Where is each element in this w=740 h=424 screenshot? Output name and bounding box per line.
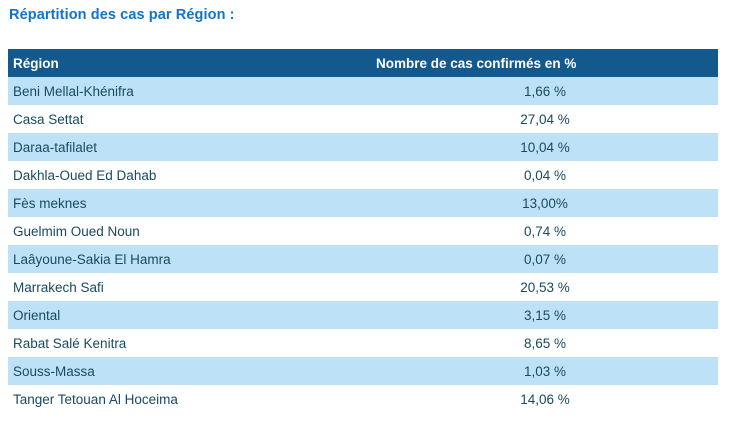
value-cell: 1,03 % bbox=[372, 357, 718, 385]
header-region: Région bbox=[8, 49, 372, 77]
table-header-row: Région Nombre de cas confirmés en % bbox=[8, 49, 718, 77]
value-cell: 8,65 % bbox=[372, 329, 718, 357]
region-cell: Beni Mellal-Khénifra bbox=[8, 77, 372, 105]
page-title: Répartition des cas par Région : bbox=[9, 7, 235, 23]
region-cell: Casa Settat bbox=[8, 105, 372, 133]
table-row: Souss-Massa 1,03 % bbox=[8, 357, 718, 385]
table-row: Guelmim Oued Noun 0,74 % bbox=[8, 217, 718, 245]
table-row: Fès meknes 13,00% bbox=[8, 189, 718, 217]
region-cell: Oriental bbox=[8, 301, 372, 329]
header-value: Nombre de cas confirmés en % bbox=[372, 49, 718, 77]
region-cell: Daraa-tafilalet bbox=[8, 133, 372, 161]
region-cell: Guelmim Oued Noun bbox=[8, 217, 372, 245]
region-cases-table: Région Nombre de cas confirmés en % Beni… bbox=[8, 49, 718, 413]
region-cell: Souss-Massa bbox=[8, 357, 372, 385]
table-header: Région Nombre de cas confirmés en % bbox=[8, 49, 718, 77]
table-row: Rabat Salé Kenitra 8,65 % bbox=[8, 329, 718, 357]
table-row: Dakhla-Oued Ed Dahab 0,04 % bbox=[8, 161, 718, 189]
region-cell: Rabat Salé Kenitra bbox=[8, 329, 372, 357]
table-row: Marrakech Safi 20,53 % bbox=[8, 273, 718, 301]
table-row: Beni Mellal-Khénifra 1,66 % bbox=[8, 77, 718, 105]
region-cell: Fès meknes bbox=[8, 189, 372, 217]
table-row: Laâyoune-Sakia El Hamra 0,07 % bbox=[8, 245, 718, 273]
region-cell: Laâyoune-Sakia El Hamra bbox=[8, 245, 372, 273]
value-cell: 0,07 % bbox=[372, 245, 718, 273]
value-cell: 3,15 % bbox=[372, 301, 718, 329]
region-cell: Marrakech Safi bbox=[8, 273, 372, 301]
value-cell: 27,04 % bbox=[372, 105, 718, 133]
value-cell: 0,04 % bbox=[372, 161, 718, 189]
table-row: Oriental 3,15 % bbox=[8, 301, 718, 329]
table-body: Beni Mellal-Khénifra 1,66 % Casa Settat 27,… bbox=[8, 77, 718, 413]
region-cell: Tanger Tetouan Al Hoceima bbox=[8, 385, 372, 413]
value-cell: 13,00% bbox=[372, 189, 718, 217]
table-row: Tanger Tetouan Al Hoceima 14,06 % bbox=[8, 385, 718, 413]
region-cell: Dakhla-Oued Ed Dahab bbox=[8, 161, 372, 189]
table-row: Casa Settat 27,04 % bbox=[8, 105, 718, 133]
value-cell: 10,04 % bbox=[372, 133, 718, 161]
value-cell: 14,06 % bbox=[372, 385, 718, 413]
value-cell: 1,66 % bbox=[372, 77, 718, 105]
table-row: Daraa-tafilalet 10,04 % bbox=[8, 133, 718, 161]
value-cell: 0,74 % bbox=[372, 217, 718, 245]
value-cell: 20,53 % bbox=[372, 273, 718, 301]
